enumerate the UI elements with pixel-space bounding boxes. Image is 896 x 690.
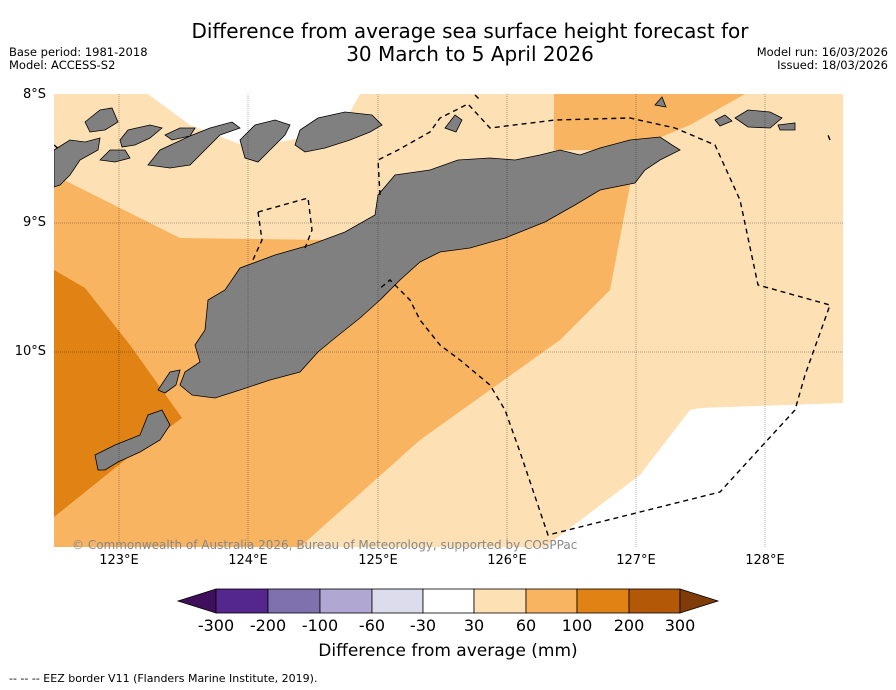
copyright-notice: © Commonwealth of Australia 2026, Bureau… (72, 538, 578, 552)
island-romang (444, 114, 463, 133)
lat-label-10s: 10°S (14, 344, 46, 359)
colorbar-segment (371, 588, 424, 614)
colorbar-segment (319, 588, 373, 614)
colorbar-tick-label: 300 (664, 616, 696, 635)
colorbar-segment (267, 588, 321, 614)
colorbar-tick-label: -100 (301, 616, 339, 635)
colorbar-tick-label: -30 (409, 616, 437, 635)
colorbar-segment (215, 588, 269, 614)
anomaly-60-100-region (54, 150, 630, 547)
metadata-right: Model run: 16/03/2026 Issued: 18/03/2026 (757, 46, 888, 72)
colorbar-tick-label: -300 (197, 616, 235, 635)
colorbar-tick-label: -60 (358, 616, 386, 635)
metadata-left: Base period: 1981-2018 Model: ACCESS-S2 (9, 46, 148, 72)
anomaly-100-200-region (54, 270, 182, 517)
roti-semau-island (94, 409, 171, 471)
island-alor (147, 121, 241, 169)
colorbar (176, 588, 720, 614)
small-island-west (157, 369, 181, 394)
island-lembata (119, 124, 163, 148)
island-solor (84, 107, 119, 133)
colorbar-segment (422, 588, 475, 614)
lon-label-128e: 128°E (745, 553, 785, 568)
model-text: Model: ACCESS-S2 (9, 58, 116, 72)
lon-label-127e: 127°E (616, 553, 656, 568)
flores-east (54, 137, 101, 188)
colorbar-segment (628, 588, 681, 614)
colorbar-tick-label: 200 (613, 616, 645, 635)
lon-label-125e: 125°E (358, 553, 398, 568)
lat-label-9s: 9°S (22, 215, 46, 230)
lon-label-123e: 123°E (99, 553, 139, 568)
island-moa (714, 114, 733, 127)
colorbar-tick-label: 60 (515, 616, 537, 635)
island-wetar-west (164, 127, 196, 141)
title-line-2: 30 March to 5 April 2026 (346, 42, 594, 66)
base-period-text: Base period: 1981-2018 (9, 45, 148, 59)
model-run-text: Model run: 16/03/2026 (756, 45, 888, 59)
island-wetar (294, 111, 383, 153)
eez-border-line (54, 94, 831, 536)
lon-label-126e: 126°E (487, 553, 527, 568)
colorbar-segment (473, 588, 527, 614)
title-line-1: Difference from average sea surface heig… (191, 19, 749, 43)
island-kisar (654, 96, 667, 108)
colorbar-tick-label: 30 (463, 616, 485, 635)
issued-text: Issued: 18/03/2026 (777, 58, 888, 72)
colorbar-title: Difference from average (mm) (318, 641, 578, 661)
island-atauro (239, 119, 291, 163)
island-leti (734, 109, 783, 129)
gridlines (54, 94, 843, 547)
lon-label-124e: 124°E (228, 553, 268, 568)
land-masses (54, 96, 796, 471)
island-lakor (777, 122, 796, 131)
lat-label-8s: 8°S (22, 87, 46, 102)
colorbar-segment (525, 588, 578, 614)
map-field (54, 94, 843, 547)
colorbar-extend-low (176, 588, 217, 614)
colorbar-tick-label: 100 (561, 616, 593, 635)
timor-island (179, 136, 681, 399)
island-pantar (99, 149, 131, 163)
map-title: Difference from average sea surface heig… (0, 20, 896, 66)
colorbar-segment (576, 588, 630, 614)
colorbar-tick-label: -200 (249, 616, 287, 635)
eez-legend-footer: -- -- -- EEZ border V11 (Flanders Marine… (9, 672, 318, 685)
colorbar-extend-high (679, 588, 720, 614)
